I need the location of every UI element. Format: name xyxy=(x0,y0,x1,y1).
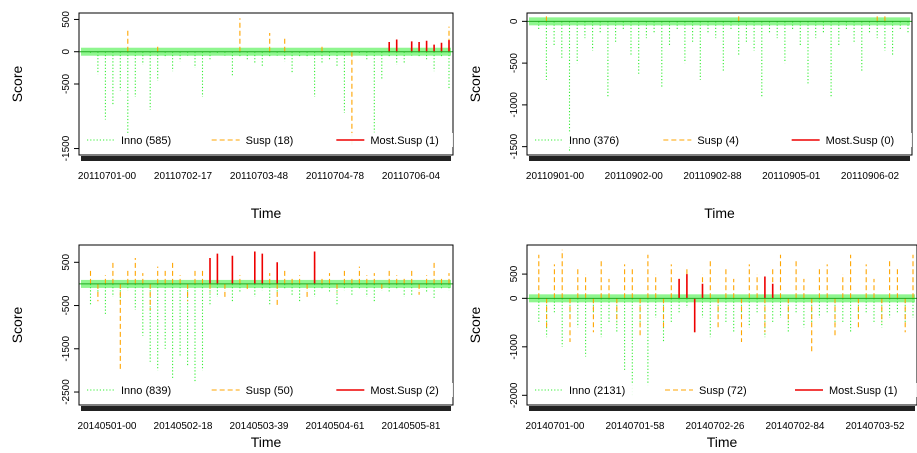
legend-label-3: Most.Susp (0) xyxy=(826,135,894,147)
series-line-1 xyxy=(89,283,450,384)
y-tick-label: -2000 xyxy=(509,382,520,408)
series-line-2 xyxy=(127,18,450,146)
y-tick-label: -1000 xyxy=(509,334,520,360)
legend-label-2: Susp (50) xyxy=(246,385,294,397)
plot-frame xyxy=(526,244,917,406)
legend-label-3: Most.Susp (2) xyxy=(370,385,438,397)
series-line-1 xyxy=(538,298,914,396)
y-tick-label: -1500 xyxy=(509,133,520,159)
x-tick-label: 20140703-52 xyxy=(846,421,905,432)
x-tick-label: 20140701-00 xyxy=(526,421,585,432)
series-line-1 xyxy=(89,51,450,136)
x-tick-label: 20140503-39 xyxy=(230,421,289,432)
x-tick-label: 20140702-26 xyxy=(686,421,745,432)
series-line-3 xyxy=(388,39,450,52)
x-axis-label: Time xyxy=(704,205,735,221)
x-tick-label: 20140505-81 xyxy=(382,421,441,432)
y-tick-label: 0 xyxy=(509,18,520,24)
y-tick-label: 0 xyxy=(61,49,72,55)
x-tick-label: 20110704-78 xyxy=(306,171,365,182)
series-line-2 xyxy=(89,258,450,371)
legend-label-2: Susp (18) xyxy=(246,135,294,147)
chart-panel-3: 500 -500 -1500 -2500 20140501-00 20140502-18 2… xyxy=(9,244,454,450)
x-tick-band xyxy=(81,156,451,161)
legend-label-3: Most.Susp (1) xyxy=(829,385,897,397)
x-tick-label: 20110706-04 xyxy=(382,171,441,182)
series-group xyxy=(79,18,453,146)
y-tick-label: 500 xyxy=(509,265,520,282)
x-tick-band xyxy=(529,156,910,161)
legend-label-2: Susp (4) xyxy=(697,135,739,147)
x-tick-label: 20140502-18 xyxy=(154,421,213,432)
x-axis-label: Time xyxy=(707,434,738,450)
legend-label-2: Susp (72) xyxy=(699,385,747,397)
chart-panel-4: 500 0 -1000 -2000 20140701-00 20140701-58 2014… xyxy=(467,244,917,450)
x-tick-label: 20140702-84 xyxy=(766,421,825,432)
y-axis-label: Score xyxy=(9,307,25,344)
plot-frame xyxy=(526,12,913,156)
x-tick-label: 20140501-00 xyxy=(78,421,137,432)
chart-panel-2: 0 -500 -1000 -1500 20110901-00 20110902-00 201… xyxy=(467,12,913,221)
series-group xyxy=(527,13,912,151)
y-tick-label: -1000 xyxy=(509,92,520,118)
legend-label-1: Inno (2131) xyxy=(569,385,625,397)
y-axis-label: Score xyxy=(9,66,25,103)
x-tick-label: 20140701-58 xyxy=(606,421,665,432)
series-line-1 xyxy=(538,21,909,151)
y-tick-label: 500 xyxy=(61,254,72,271)
legend-label-1: Inno (839) xyxy=(121,385,171,397)
y-tick-label: 0 xyxy=(509,295,520,301)
y-tick-label: -2500 xyxy=(61,379,72,405)
x-tick-label: 20140504-61 xyxy=(306,421,365,432)
x-axis-label: Time xyxy=(251,434,282,450)
x-tick-band xyxy=(529,406,915,411)
legend-label-3: Most.Susp (1) xyxy=(370,135,438,147)
x-tick-label: 20110703-48 xyxy=(230,171,289,182)
y-tick-label: -500 xyxy=(509,53,520,73)
y-tick-label: 500 xyxy=(61,11,72,28)
y-axis-label: Score xyxy=(467,307,483,344)
y-tick-label: -1500 xyxy=(61,135,72,161)
x-tick-label: 20110701-00 xyxy=(78,171,137,182)
x-tick-label: 20110901-00 xyxy=(526,171,585,182)
y-tick-label: -500 xyxy=(61,74,72,94)
y-tick-label: -1500 xyxy=(61,336,72,362)
legend-label-1: Inno (376) xyxy=(569,135,619,147)
y-axis-label: Score xyxy=(467,66,483,103)
x-tick-label: 20110905-01 xyxy=(762,171,821,182)
y-tick-label: -500 xyxy=(61,295,72,315)
series-group xyxy=(79,251,453,384)
plot-frame xyxy=(78,244,454,406)
legend-label-1: Inno (585) xyxy=(121,135,171,147)
chart-panel-1: 500 0 -500 -1500 20110701-00 20110702-17 20110… xyxy=(9,11,454,221)
x-tick-label: 20110702-17 xyxy=(154,171,213,182)
x-tick-label: 20110902-88 xyxy=(683,171,742,182)
series-group xyxy=(527,249,917,396)
x-axis-label: Time xyxy=(251,205,282,221)
x-tick-band xyxy=(81,406,451,411)
x-tick-label: 20110906-02 xyxy=(841,171,900,182)
series-line-3 xyxy=(678,274,774,333)
x-tick-label: 20110902-00 xyxy=(605,171,664,182)
series-line-3 xyxy=(209,251,316,284)
